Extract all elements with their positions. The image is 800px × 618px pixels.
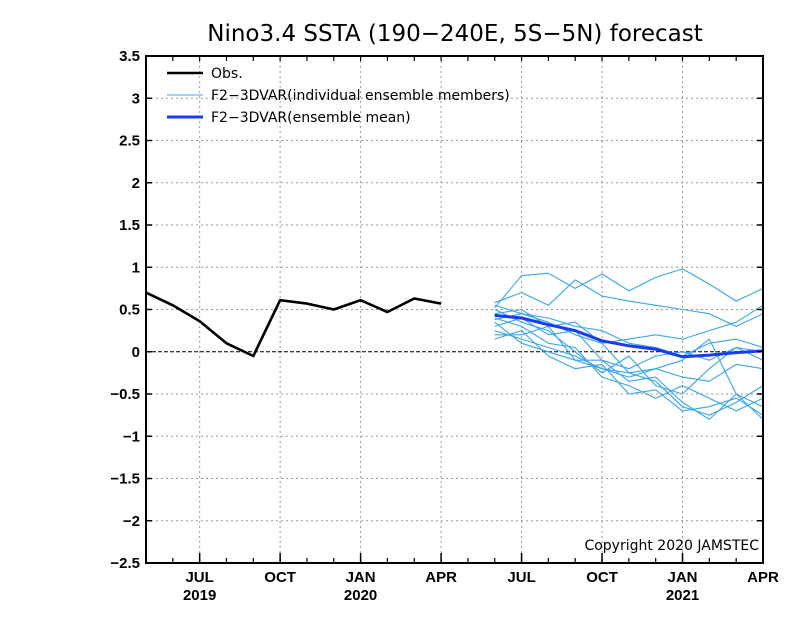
- y-tick-label: 1: [132, 259, 140, 276]
- y-tick-label: −2: [123, 513, 140, 530]
- ensemble-member-line-3: [494, 304, 764, 344]
- y-tick-label: 0: [132, 344, 140, 361]
- ensemble-member-line-11: [494, 321, 764, 420]
- y-tick-label: −1.5: [110, 471, 140, 488]
- x-tick-label: JAN: [346, 569, 376, 586]
- x-year-label: 2021: [666, 587, 699, 604]
- x-tick-label: APR: [747, 569, 779, 586]
- ensemble-member-line-2: [494, 279, 764, 327]
- ensemble-member-line-1: [494, 268, 764, 309]
- legend: Obs. F2−3DVAR(individual ensemble members…: [167, 66, 510, 126]
- chart-title: Nino3.4 SSTA (190−240E, 5S−5N) forecast: [207, 21, 702, 47]
- ensemble-member-line-10: [494, 317, 764, 412]
- x-tick-label: OCT: [586, 569, 618, 586]
- ensemble-mean-line: [494, 313, 764, 359]
- grid: [146, 56, 763, 563]
- y-tick-label: −0.5: [110, 386, 140, 403]
- ensemble-member-line-7: [494, 309, 764, 395]
- legend-label-member: F2−3DVAR(individual ensemble members): [211, 88, 510, 104]
- y-tick-label: 2.5: [119, 133, 140, 150]
- ensemble-member-line-12: [494, 304, 764, 416]
- copyright-text: Copyright 2020 JAMSTEC: [584, 538, 759, 554]
- y-tick-label: 3: [132, 90, 140, 107]
- x-year-label: 2020: [344, 587, 377, 604]
- obs-line: [145, 291, 442, 358]
- y-tick-label: 1.5: [119, 217, 140, 234]
- x-tick-label: JUL: [185, 569, 213, 586]
- x-tick-label: JAN: [668, 569, 698, 586]
- y-tick-label: 2: [132, 175, 140, 192]
- legend-label-obs: Obs.: [211, 66, 243, 82]
- x-tick-label: OCT: [264, 569, 296, 586]
- x-tick-label: APR: [425, 569, 457, 586]
- y-tick-label: 0.5: [119, 302, 140, 319]
- plot-area: [145, 268, 764, 420]
- x-tick-label: JUL: [507, 569, 535, 586]
- ensemble-member-line-4: [494, 313, 764, 357]
- y-tick-label: 3.5: [119, 48, 140, 65]
- ensemble-member-line-9: [494, 330, 764, 416]
- plot-frame: [145, 55, 764, 564]
- y-tick-label: −1: [123, 428, 140, 445]
- legend-label-mean: F2−3DVAR(ensemble mean): [211, 110, 411, 126]
- x-year-label: 2019: [183, 587, 216, 604]
- y-tick-label: −2.5: [110, 555, 140, 572]
- axes: 3.532.521.510.50−0.5−1−1.5−2−2.5JUL2019O…: [110, 48, 779, 604]
